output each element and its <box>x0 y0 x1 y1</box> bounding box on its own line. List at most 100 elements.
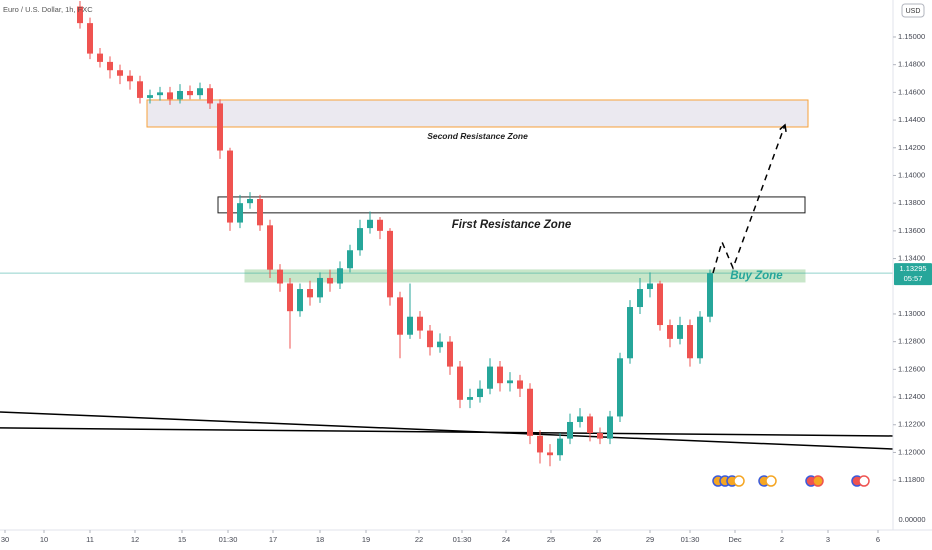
y-tick-label: 1.15000 <box>898 32 925 41</box>
x-tick-label: 2 <box>780 535 784 544</box>
candle-body <box>157 92 163 96</box>
projection-path <box>712 124 786 274</box>
candle-body <box>407 316 413 335</box>
zone <box>146 99 809 128</box>
x-tick-label: 19 <box>362 535 370 544</box>
x-tick-label: 30 <box>1 535 9 544</box>
y-tick-label: 1.12800 <box>898 337 925 346</box>
candle-body <box>647 283 653 290</box>
y-tick-label: 1.14200 <box>898 143 925 152</box>
x-tick-label: 6 <box>876 535 880 544</box>
chart-title: Euro / U.S. Dollar, 1h, FXC <box>3 5 93 14</box>
candle-body <box>187 90 193 96</box>
candle-body <box>97 53 103 62</box>
candle-body <box>447 341 453 367</box>
x-tick-label: 15 <box>178 535 186 544</box>
event-icon[interactable] <box>812 475 824 487</box>
currency-label: USD <box>906 8 921 15</box>
candle-body <box>147 95 153 98</box>
y-tick-label: 1.12000 <box>898 447 925 456</box>
last-price-box <box>894 263 932 286</box>
y-tick-label: 1.13600 <box>898 226 925 235</box>
candle-body <box>397 297 403 335</box>
trendline <box>0 427 894 437</box>
candle-body <box>517 380 523 389</box>
candle-body <box>387 230 393 298</box>
zone-label: Second Resistance Zone <box>427 131 528 141</box>
candle-body <box>327 277 333 284</box>
candle-body <box>107 61 113 71</box>
x-tick-label: 29 <box>646 535 654 544</box>
x-tick-label: 17 <box>269 535 277 544</box>
candle-body <box>237 203 243 223</box>
y-tick-label: 1.11800 <box>898 475 925 484</box>
zone-label: First Resistance Zone <box>452 219 572 231</box>
candle-body <box>77 6 83 24</box>
event-icons <box>712 475 870 487</box>
candle-body <box>197 88 203 96</box>
lower-pane-label: 0.00000 <box>898 515 925 524</box>
candle-body <box>537 435 543 453</box>
x-tick-label: 18 <box>316 535 324 544</box>
candle-body <box>567 421 573 439</box>
x-tick-label: 10 <box>40 535 48 544</box>
x-tick-label: 25 <box>547 535 555 544</box>
x-tick-label: Dec <box>728 535 742 544</box>
y-tick-label: 1.14600 <box>898 87 925 96</box>
trendline <box>0 411 894 450</box>
x-tick-label: 01:30 <box>219 535 238 544</box>
y-tick-label: 1.13800 <box>898 198 925 207</box>
candle-body <box>527 388 533 436</box>
candle-body <box>437 341 443 348</box>
y-tick-label: 1.14400 <box>898 115 925 124</box>
candle-body <box>117 70 123 76</box>
candle-body <box>477 388 483 398</box>
candle-body <box>87 23 93 54</box>
candle-body <box>597 433 603 439</box>
candle-body <box>347 250 353 269</box>
x-tick-label: 01:30 <box>681 535 700 544</box>
candle-body <box>247 199 253 204</box>
currency-box[interactable] <box>901 3 925 18</box>
event-icon[interactable] <box>733 475 745 487</box>
candle-body <box>377 219 383 231</box>
y-tick-label: 1.14000 <box>898 170 925 179</box>
candle-body <box>497 366 503 384</box>
y-tick-label: 1.13400 <box>898 254 925 263</box>
candle-body <box>307 289 313 298</box>
plot-layer <box>0 0 894 467</box>
event-icon[interactable] <box>858 475 870 487</box>
candle-body <box>617 358 623 417</box>
y-tick-label: 1.12600 <box>898 364 925 373</box>
candle-body <box>167 92 173 100</box>
candle-body <box>577 416 583 422</box>
candle-body <box>507 380 513 384</box>
x-tick-label: 11 <box>86 535 94 544</box>
candle-body <box>677 325 683 339</box>
candle-body <box>557 438 563 456</box>
candle-body <box>697 316 703 359</box>
candle-body <box>587 416 593 434</box>
candle-body <box>427 330 433 348</box>
candle-body <box>637 289 643 308</box>
candle-body <box>707 273 713 317</box>
candle-body <box>627 307 633 359</box>
candle-body <box>257 199 263 226</box>
candle-body <box>367 219 373 229</box>
candle-body <box>137 81 143 98</box>
candle-body <box>357 228 363 251</box>
y-tick-label: 1.14800 <box>898 60 925 69</box>
candle-body <box>467 397 473 400</box>
candle-body <box>297 289 303 312</box>
candle-body <box>287 283 293 312</box>
candle-body <box>177 90 183 100</box>
candle-body <box>667 325 673 339</box>
zone-label: Buy Zone <box>730 270 783 282</box>
candle-body <box>547 452 553 456</box>
candle-body <box>417 316 423 331</box>
x-tick-label: 12 <box>131 535 139 544</box>
candle-body <box>337 268 343 284</box>
event-icon[interactable] <box>765 475 777 487</box>
candle-body <box>487 366 493 389</box>
